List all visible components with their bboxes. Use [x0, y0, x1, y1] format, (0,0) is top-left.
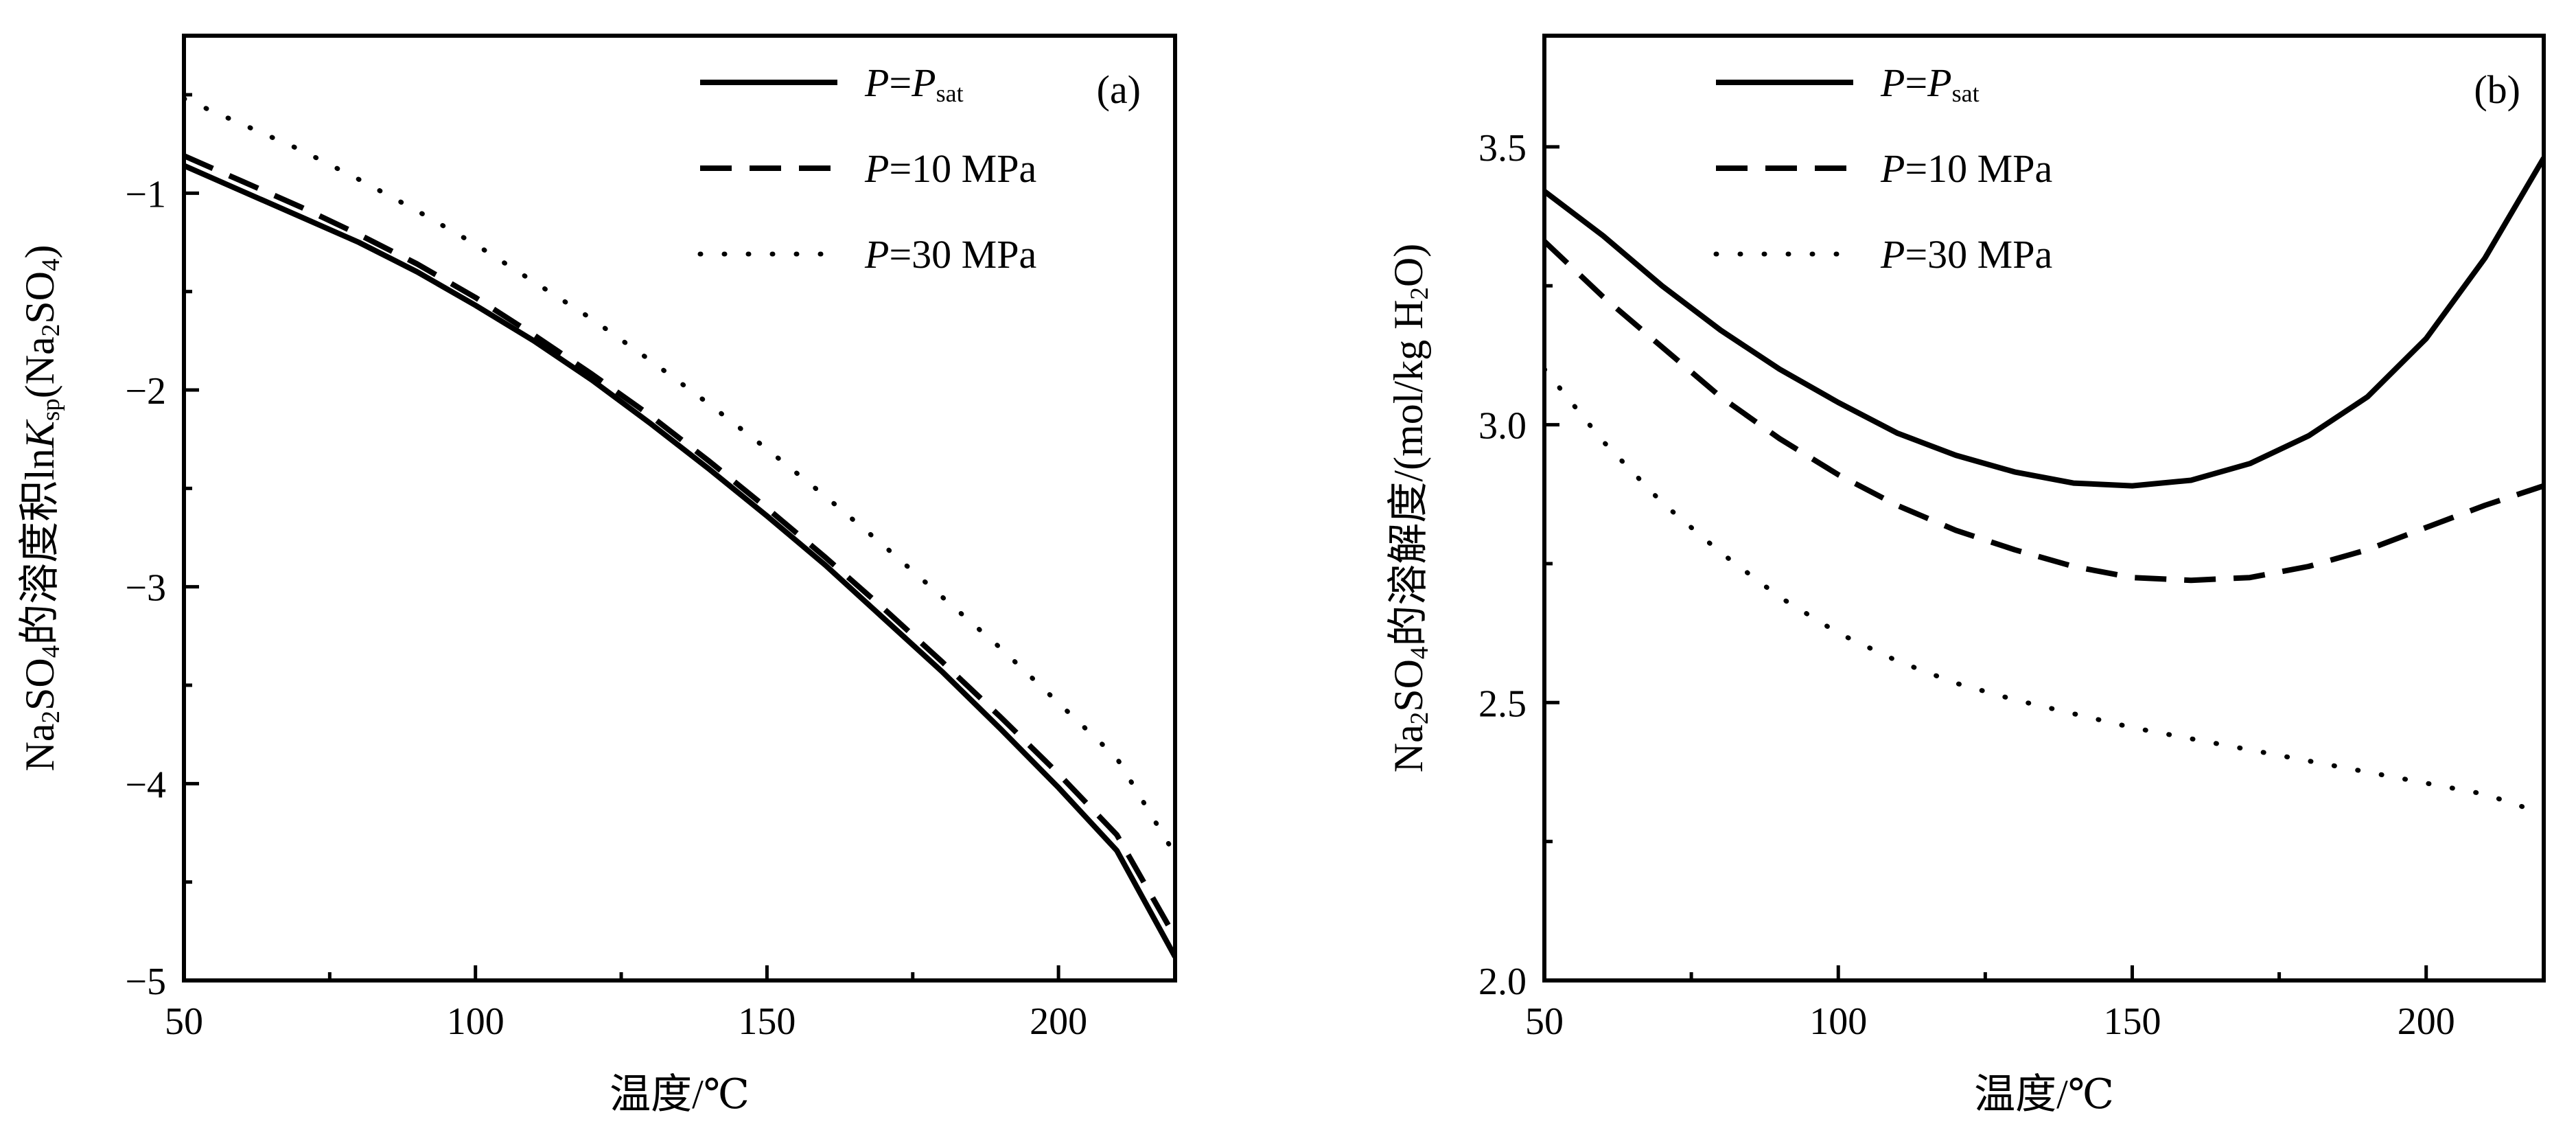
legend-entry-label: P=30 MPa — [1880, 232, 2052, 277]
y-tick-label: −2 — [125, 370, 166, 413]
x-tick-label: 100 — [447, 1000, 504, 1043]
label-part: P — [864, 146, 889, 191]
label-part: P — [864, 60, 889, 105]
series-line-dashed — [184, 153, 1175, 939]
label-part: Na — [1386, 724, 1431, 772]
label-part: 4 — [37, 259, 65, 272]
y-tick-label: −3 — [125, 567, 166, 610]
label-part: =30 MPa — [1905, 232, 2052, 277]
label-part: (Na — [17, 336, 62, 398]
label-part: =10 MPa — [1905, 146, 2052, 191]
y-tick-label: −4 — [125, 763, 166, 806]
series-line-solid — [1544, 157, 2544, 489]
y-tick-label: −5 — [125, 961, 166, 1003]
x-tick-label: 50 — [165, 1000, 203, 1043]
label-part: Na — [17, 723, 62, 771]
plot-frame — [1542, 34, 2546, 983]
y-axis-label: Na2SO4的溶解度/(mol/kg H2O) — [1386, 244, 1434, 772]
label-part: sat — [1952, 80, 1980, 107]
x-tick-label: 200 — [2398, 1000, 2455, 1043]
series-line-solid — [184, 163, 1175, 958]
label-part: 的溶解度/(mol/kg H — [1386, 300, 1431, 647]
label-part: 2 — [1406, 287, 1434, 300]
label-part: SO — [17, 658, 62, 711]
label-part: 2 — [37, 711, 65, 724]
label-part: 的溶度积ln — [17, 448, 62, 645]
x-tick-label: 50 — [1525, 1000, 1564, 1043]
plot-area — [184, 96, 1175, 958]
plot-frame — [182, 34, 1177, 983]
label-part: 2 — [1406, 712, 1434, 725]
panel-label: (a) — [1097, 67, 1141, 112]
legend-entry-label: P=10 MPa — [864, 146, 1036, 191]
label-part: sat — [936, 80, 964, 107]
x-axis-label: 温度/℃ — [610, 1072, 750, 1117]
series-line-dashed — [1544, 239, 2544, 584]
y-tick-label: 3.5 — [1478, 127, 1527, 170]
chart-panel-b: 50 100 150 2002.02.53.03.5温度/℃Na2SO4的溶解度/(m… — [1386, 34, 2546, 1117]
x-axis-label: 温度/℃ — [1974, 1072, 2114, 1117]
label-part: P — [1880, 232, 1905, 277]
y-tick-label: −1 — [125, 173, 166, 216]
label-part: sp — [37, 398, 65, 421]
label-part: ) — [17, 245, 62, 259]
label-part: P — [1927, 60, 1951, 105]
legend-entry-label: P=Psat — [864, 60, 964, 107]
label-part: SO — [17, 271, 62, 324]
label-part: 2 — [37, 324, 65, 337]
y-tick-label: 2.0 — [1478, 961, 1527, 1003]
x-tick-label: 100 — [1809, 1000, 1867, 1043]
legend-entry-label: P=Psat — [1880, 60, 1980, 107]
label-part: P — [911, 60, 936, 105]
label-part: = — [889, 60, 912, 105]
label-part: 4 — [1406, 647, 1434, 660]
label-part: =30 MPa — [889, 232, 1036, 277]
legend-entry-label: P=10 MPa — [1880, 146, 2052, 191]
label-part: 4 — [37, 645, 65, 658]
chart-panel-a: 50 100 150 200−5−4−3−2−1温度/℃Na2SO4的溶度积lnKsp… — [17, 34, 1177, 1117]
label-part: = — [1905, 60, 1927, 105]
x-tick-label: 150 — [738, 1000, 796, 1043]
label-part: P — [864, 232, 889, 277]
plot-area — [1544, 157, 2544, 816]
panel-label: (b) — [2474, 67, 2520, 112]
y-tick-label: 3.0 — [1478, 405, 1527, 448]
label-part: P — [1880, 60, 1905, 105]
label-part: P — [1880, 146, 1905, 191]
series-line-dotted — [1544, 367, 2544, 816]
label-part: K — [17, 419, 62, 449]
label-part: SO — [1386, 659, 1431, 712]
series-line-dotted — [184, 96, 1175, 857]
label-part: O) — [1386, 244, 1431, 287]
x-tick-label: 150 — [2103, 1000, 2161, 1043]
label-part: =10 MPa — [889, 146, 1036, 191]
legend-entry-label: P=30 MPa — [864, 232, 1036, 277]
y-axis-label: Na2SO4的溶度积lnKsp(Na2SO4) — [17, 245, 65, 772]
x-tick-label: 200 — [1030, 1000, 1087, 1043]
y-tick-label: 2.5 — [1478, 682, 1527, 725]
